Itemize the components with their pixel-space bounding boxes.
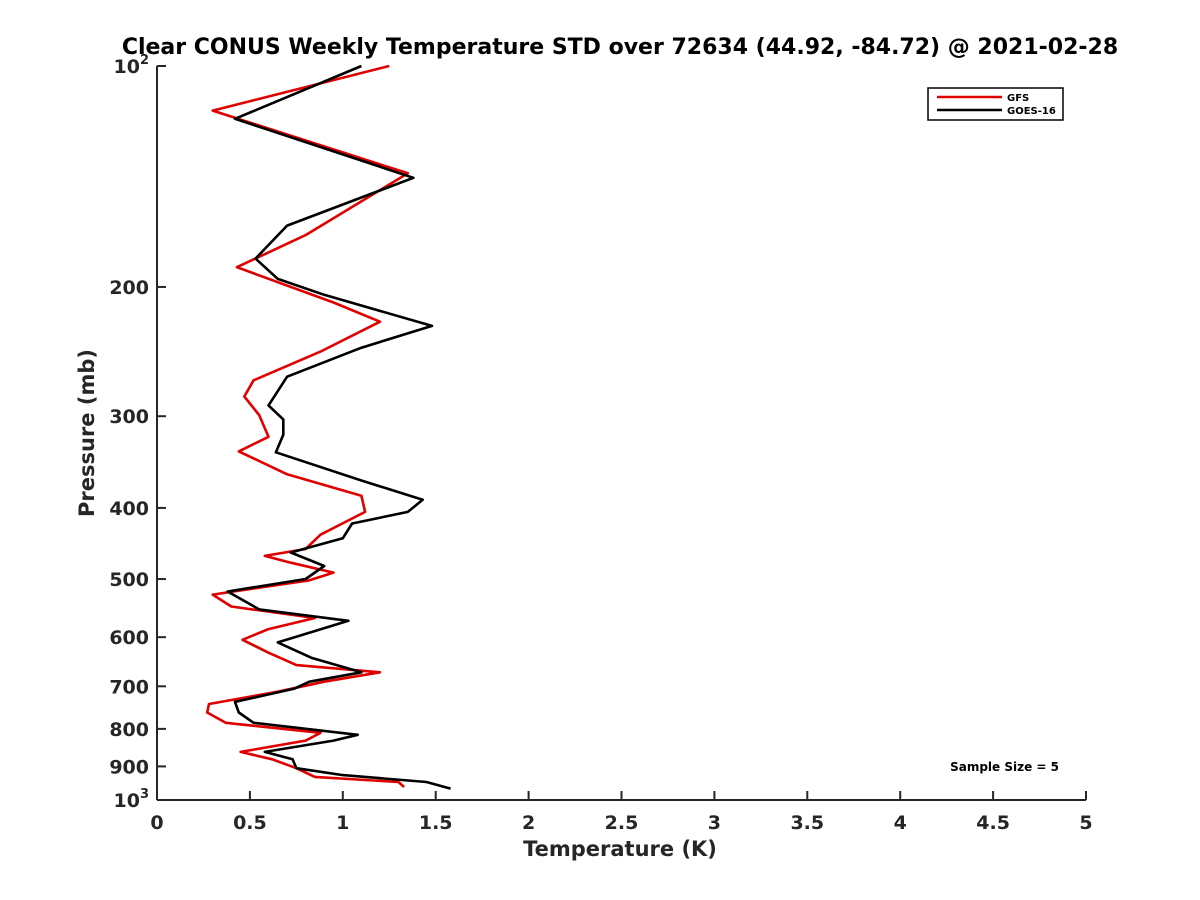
legend-box (927, 87, 1064, 121)
y-tick-base: 200 (109, 277, 149, 299)
x-tick-label: 5 (1079, 812, 1092, 834)
y-tick-base: 900 (109, 756, 149, 778)
axes (156, 66, 1086, 801)
y-tick-base: 10 (114, 56, 140, 78)
y-axis-label: Pressure (mb) (75, 349, 99, 517)
x-tick-label: 3 (708, 812, 721, 834)
y-tick-base: 500 (109, 569, 149, 591)
y-tick-base: 400 (109, 498, 149, 520)
y-tick-label: 300 (109, 406, 149, 428)
series-layer (205, 64, 451, 790)
x-tick-label: 3.5 (790, 812, 824, 834)
y-tick-base: 10 (114, 790, 140, 812)
x-axis-label: Temperature (K) (523, 837, 717, 861)
y-tick-exponent: 2 (140, 53, 149, 68)
x-tick-label: 1 (336, 812, 349, 834)
y-tick-label: 102 (114, 53, 150, 78)
x-tick-label: 1.5 (419, 812, 453, 834)
x-tick-label: 4.5 (976, 812, 1010, 834)
y-tick-label: 900 (109, 756, 149, 778)
y-tick-base: 300 (109, 406, 149, 428)
series-line-goes-16 (226, 64, 451, 790)
y-tick-label: 600 (109, 627, 149, 649)
y-tick-label: 500 (109, 569, 149, 591)
y-tick-base: 700 (109, 676, 149, 698)
y-tick-base: 600 (109, 627, 149, 649)
y-tick-label: 400 (109, 498, 149, 520)
x-ticks: 0 0.5 1 1.5 2 2.5 3 3.5 4 4.5 5 (150, 791, 1093, 834)
y-tick-label: 700 (109, 676, 149, 698)
series-line-gfs (205, 64, 410, 788)
y-tick-label: 800 (109, 719, 149, 741)
legend: GFS GOES-16 (927, 87, 1064, 121)
y-tick-base: 800 (109, 719, 149, 741)
x-tick-label: 2 (522, 812, 535, 834)
y-tick-exponent: 3 (140, 787, 149, 802)
x-tick-label: 0 (150, 812, 163, 834)
y-tick-label: 200 (109, 277, 149, 299)
chart-title: Clear CONUS Weekly Temperature STD over … (122, 35, 1118, 60)
y-tick-label: 103 (114, 787, 150, 812)
legend-entry-label: GOES-16 (1007, 106, 1056, 117)
x-tick-label: 4 (894, 812, 907, 834)
sample-size-annotation: Sample Size = 5 (950, 760, 1059, 774)
legend-entry-label: GFS (1007, 93, 1029, 104)
x-tick-label: 0.5 (233, 812, 267, 834)
x-tick-label: 2.5 (605, 812, 639, 834)
